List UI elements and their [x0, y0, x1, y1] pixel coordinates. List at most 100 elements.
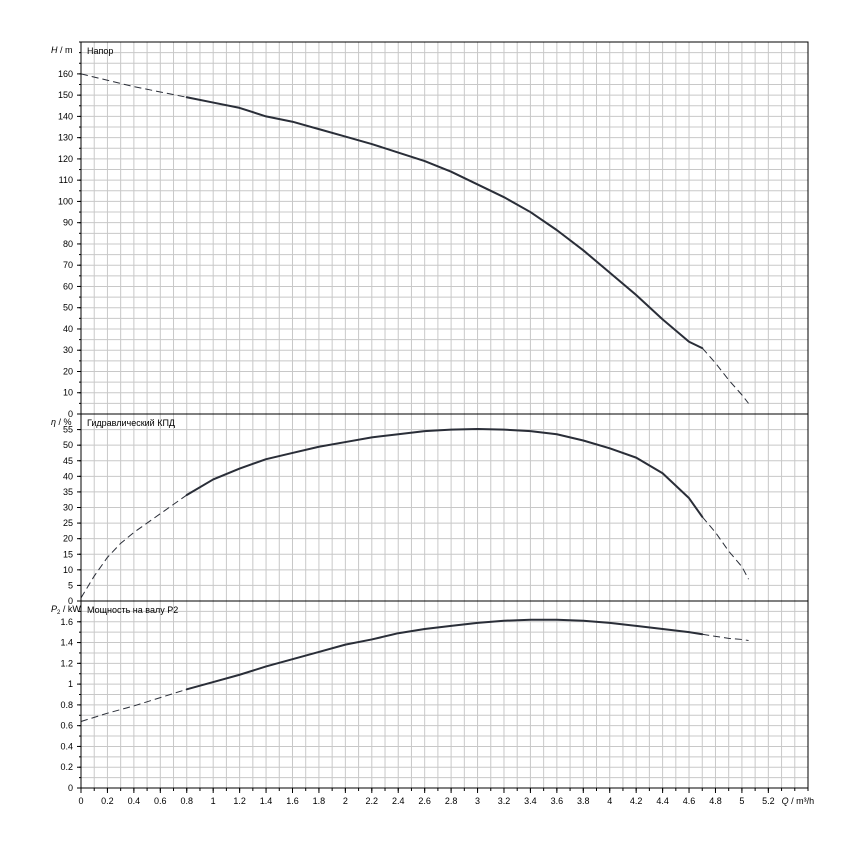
power-panel-title: Мощность на валу P2 [87, 605, 178, 615]
efficiency-y-symbol: η [51, 417, 56, 427]
label-layer: 0102030405060708090100110120130140150160… [51, 45, 814, 806]
power-panel-frame [80, 600, 809, 789]
head-y-tick-label: 150 [58, 90, 73, 100]
power-curve-operating-1 [185, 618, 704, 691]
x-tick-label: 1.4 [260, 796, 273, 806]
x-tick-label: 3.2 [498, 796, 511, 806]
power-curve-extrapolated-2 [702, 633, 749, 641]
power-y-axis-label: P2 / kW [51, 604, 81, 616]
efficiency-y-tick-label: 0 [68, 596, 73, 606]
power-y-tick-label: 0.8 [60, 700, 73, 710]
x-tick-label: 3.8 [577, 796, 590, 806]
x-unit: m³/h [796, 796, 814, 806]
x-tick-label: 4.6 [683, 796, 696, 806]
efficiency-y-unit: % [64, 417, 72, 427]
x-axis-label: Q / m³/h [782, 796, 815, 806]
power-y-unit: kW [68, 604, 82, 614]
x-tick-label: 5.2 [762, 796, 775, 806]
head-y-tick-label: 70 [63, 260, 73, 270]
x-tick-label: 4 [607, 796, 612, 806]
head-y-tick-label: 50 [63, 303, 73, 313]
head-y-axis-label: H / m [51, 45, 73, 55]
head-y-unit: m [65, 45, 73, 55]
efficiency-y-tick-label: 55 [63, 425, 73, 435]
head-curve-operating-1 [185, 96, 704, 350]
power-y-tick-label: 1.6 [60, 617, 73, 627]
x-tick-label: 1.8 [313, 796, 326, 806]
x-tick-label: 0.6 [154, 796, 167, 806]
head-y-tick-label: 140 [58, 111, 73, 121]
efficiency-y-tick-label: 30 [63, 503, 73, 513]
head-y-tick-label: 120 [58, 154, 73, 164]
grid-layer [81, 42, 808, 788]
x-tick-label: 1.2 [233, 796, 246, 806]
x-tick-label: 3.4 [524, 796, 537, 806]
x-tick-label: 0.4 [128, 796, 141, 806]
x-tick-label: 1 [211, 796, 216, 806]
head-y-tick-label: 90 [63, 218, 73, 228]
x-separator: / [789, 796, 797, 806]
x-tick-label: 3.6 [551, 796, 564, 806]
x-tick-label: 2.6 [418, 796, 431, 806]
efficiency-y-separator: / [56, 417, 64, 427]
x-tick-label: 2.4 [392, 796, 405, 806]
power-y-separator: / [60, 604, 68, 614]
efficiency-y-tick-label: 35 [63, 487, 73, 497]
power-y-tick-label: 0.4 [60, 741, 73, 751]
efficiency-y-tick-label: 20 [63, 534, 73, 544]
head-y-tick-label: 80 [63, 239, 73, 249]
power-y-tick-label: 0 [68, 783, 73, 793]
x-tick-label: 2 [343, 796, 348, 806]
head-y-tick-label: 30 [63, 345, 73, 355]
head-y-tick-label: 0 [68, 409, 73, 419]
efficiency-y-tick-label: 40 [63, 471, 73, 481]
x-tick-label: 4.8 [709, 796, 722, 806]
head-curve-extrapolated-0 [80, 73, 187, 98]
efficiency-curve-operating-1 [185, 427, 704, 518]
efficiency-curve-extrapolated-2 [701, 516, 749, 580]
x-tick-label: 4.2 [630, 796, 643, 806]
efficiency-y-tick-label: 15 [63, 549, 73, 559]
head-y-tick-label: 60 [63, 281, 73, 291]
efficiency-y-axis-label: η / % [51, 417, 72, 427]
efficiency-curve-extrapolated-0 [80, 494, 188, 599]
frame-layer [77, 41, 809, 793]
head-y-symbol: H [51, 45, 58, 55]
efficiency-y-tick-label: 45 [63, 456, 73, 466]
curve-layer [80, 73, 749, 722]
head-y-tick-label: 10 [63, 388, 73, 398]
head-y-tick-label: 110 [59, 175, 73, 185]
x-tick-label: 0 [78, 796, 83, 806]
head-curve-extrapolated-2 [701, 347, 749, 404]
x-tick-label: 4.4 [656, 796, 669, 806]
power-y-tick-label: 1.4 [60, 638, 73, 648]
head-panel-title: Напор [87, 46, 113, 56]
efficiency-y-tick-label: 25 [63, 518, 73, 528]
x-symbol: Q [782, 796, 789, 806]
power-y-symbol: P [51, 604, 57, 614]
head-y-tick-label: 40 [63, 324, 73, 334]
x-tick-label: 0.2 [101, 796, 114, 806]
x-tick-label: 0.8 [180, 796, 193, 806]
power-y-subscript: 2 [57, 610, 61, 616]
power-curve-extrapolated-0 [80, 688, 187, 722]
x-tick-label: 5 [739, 796, 744, 806]
efficiency-y-tick-label: 5 [68, 580, 73, 590]
head-y-tick-label: 130 [58, 133, 73, 143]
x-tick-label: 2.2 [366, 796, 379, 806]
head-y-tick-label: 160 [58, 69, 73, 79]
x-tick-label: 1.6 [286, 796, 299, 806]
power-y-tick-label: 1.2 [60, 658, 73, 668]
power-y-tick-label: 1 [68, 679, 73, 689]
head-y-separator: / [58, 45, 66, 55]
head-y-tick-label: 20 [63, 366, 73, 376]
x-tick-label: 3 [475, 796, 480, 806]
efficiency-y-tick-label: 50 [63, 440, 73, 450]
efficiency-y-tick-label: 10 [63, 565, 73, 575]
efficiency-panel-title: Гидравлический КПД [87, 418, 175, 428]
power-y-tick-label: 0.2 [60, 762, 73, 772]
head-y-tick-label: 100 [58, 196, 73, 206]
x-tick-label: 2.8 [445, 796, 458, 806]
power-y-tick-label: 0.6 [60, 721, 73, 731]
